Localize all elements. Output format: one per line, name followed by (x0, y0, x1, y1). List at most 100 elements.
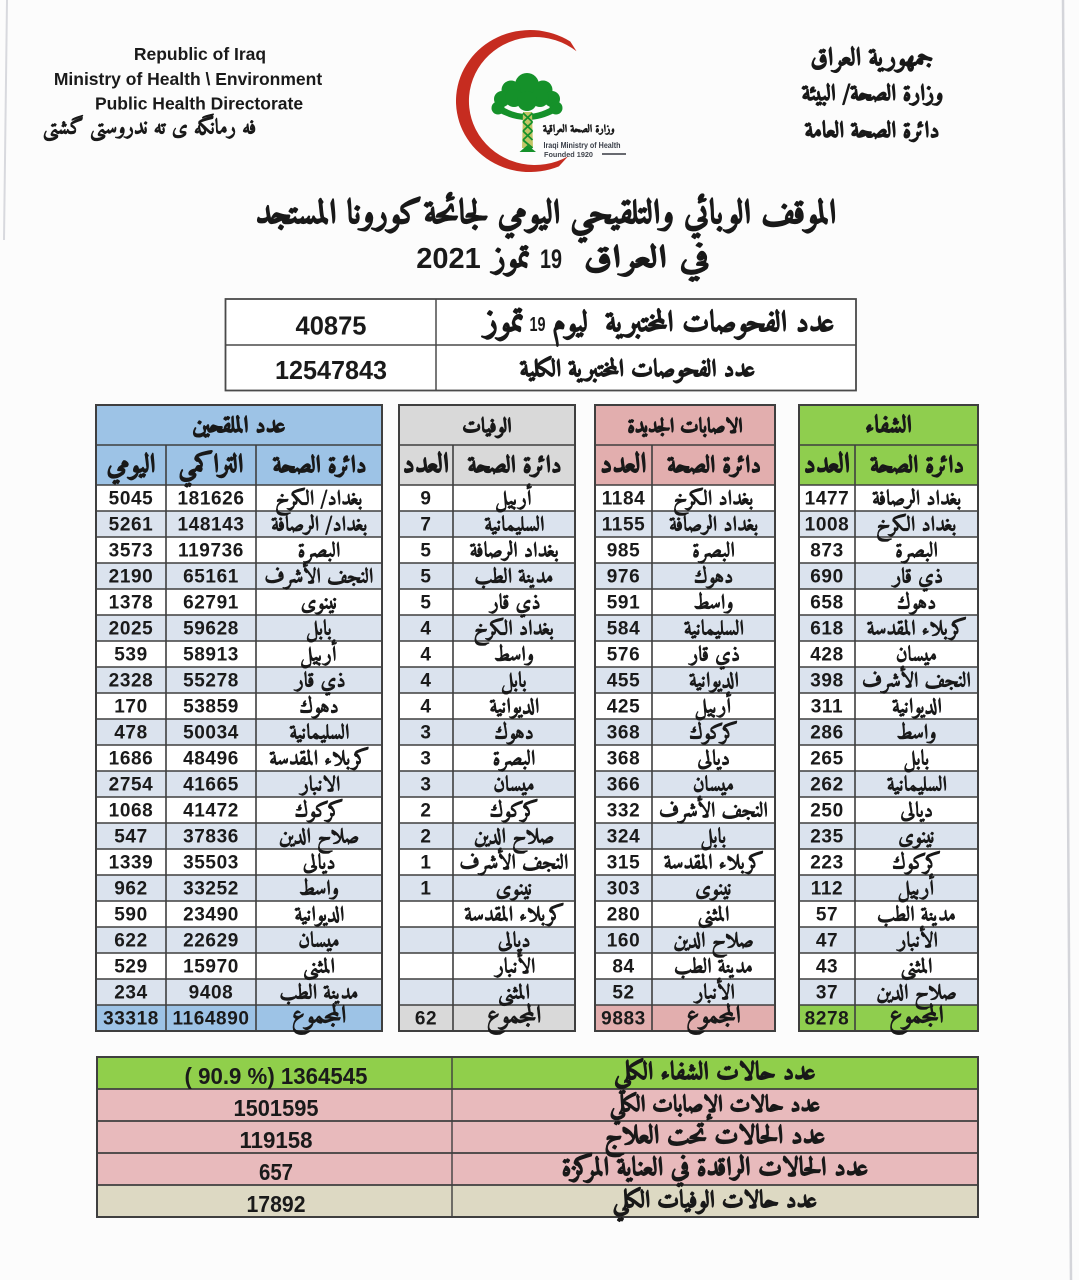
svg-text:9408: 9408 (189, 983, 234, 1004)
svg-text:47: 47 (816, 931, 838, 952)
svg-text:22629: 22629 (183, 931, 239, 952)
svg-text:50034: 50034 (183, 723, 239, 744)
svg-text:17892: 17892 (247, 1191, 306, 1217)
svg-text:19: 19 (530, 314, 546, 336)
svg-text:4: 4 (420, 697, 431, 718)
svg-text:Public Health Directorate: Public Health Directorate (95, 94, 303, 114)
svg-text:1477: 1477 (805, 489, 850, 510)
svg-text:622: 622 (114, 931, 148, 952)
svg-text:1378: 1378 (109, 593, 154, 614)
svg-text:303: 303 (607, 879, 641, 900)
svg-text:5: 5 (420, 593, 431, 614)
svg-text:7: 7 (420, 515, 431, 536)
svg-text:539: 539 (114, 645, 148, 666)
svg-text:181626: 181626 (177, 489, 244, 510)
svg-text:398: 398 (810, 671, 844, 692)
svg-text:9: 9 (420, 489, 431, 510)
svg-text:5: 5 (420, 567, 431, 588)
svg-text:985: 985 (607, 541, 641, 562)
svg-text:286: 286 (810, 723, 844, 744)
svg-text:37836: 37836 (183, 827, 239, 848)
svg-text:2: 2 (420, 827, 431, 848)
svg-text:Republic of Iraq: Republic of Iraq (134, 44, 266, 64)
svg-text:2: 2 (420, 801, 431, 822)
svg-text:1184: 1184 (602, 489, 646, 510)
svg-text:3: 3 (420, 723, 431, 744)
svg-text:112: 112 (811, 879, 843, 900)
svg-text:119736: 119736 (178, 541, 244, 562)
svg-text:84: 84 (612, 957, 634, 978)
svg-text:962: 962 (114, 879, 148, 900)
svg-text:41472: 41472 (183, 801, 239, 822)
svg-text:2328: 2328 (109, 671, 154, 692)
svg-text:1: 1 (420, 853, 431, 874)
svg-text:57: 57 (816, 905, 838, 926)
svg-text:250: 250 (810, 801, 844, 822)
svg-text:529: 529 (114, 957, 148, 978)
svg-text:576: 576 (607, 645, 641, 666)
svg-text:2025: 2025 (109, 619, 154, 640)
svg-text:3: 3 (420, 775, 431, 796)
svg-text:584: 584 (607, 619, 641, 640)
svg-text:41665: 41665 (183, 775, 239, 796)
svg-text:52: 52 (612, 983, 634, 1004)
svg-text:2021: 2021 (416, 243, 481, 275)
svg-text:547: 547 (114, 827, 148, 848)
svg-text:657: 657 (259, 1159, 293, 1185)
svg-text:35503: 35503 (183, 853, 239, 874)
svg-text:3: 3 (420, 749, 431, 770)
svg-text:19: 19 (540, 244, 562, 274)
svg-text:40875: 40875 (296, 311, 367, 341)
svg-text:976: 976 (607, 567, 641, 588)
svg-text:590: 590 (114, 905, 148, 926)
svg-text:234: 234 (114, 983, 148, 1004)
svg-text:1164890: 1164890 (172, 1009, 249, 1030)
svg-text:33318: 33318 (103, 1009, 159, 1030)
svg-text:1: 1 (420, 879, 431, 900)
svg-text:366: 366 (607, 775, 641, 796)
svg-text:62: 62 (415, 1009, 437, 1030)
svg-text:55278: 55278 (183, 671, 239, 692)
svg-text:618: 618 (810, 619, 844, 640)
svg-text:43: 43 (816, 957, 838, 978)
svg-text:332: 332 (607, 801, 641, 822)
svg-text:873: 873 (810, 541, 844, 562)
svg-text:311: 311 (811, 697, 843, 718)
svg-text:( 90.9 %) 1364545: ( 90.9 %) 1364545 (185, 1063, 368, 1089)
svg-text:262: 262 (810, 775, 844, 796)
svg-text:9883: 9883 (601, 1009, 646, 1030)
svg-text:5045: 5045 (109, 489, 154, 510)
svg-text:1008: 1008 (805, 515, 850, 536)
svg-text:23490: 23490 (183, 905, 239, 926)
svg-text:4: 4 (420, 671, 431, 692)
svg-text:280: 280 (607, 905, 641, 926)
svg-text:1686: 1686 (109, 749, 154, 770)
svg-text:1501595: 1501595 (234, 1095, 319, 1121)
svg-text:15970: 15970 (183, 957, 239, 978)
svg-text:425: 425 (607, 697, 641, 718)
svg-text:591: 591 (607, 593, 641, 614)
svg-text:12547843: 12547843 (275, 355, 387, 385)
svg-text:33252: 33252 (183, 879, 239, 900)
svg-text:2754: 2754 (109, 775, 154, 796)
svg-text:265: 265 (810, 749, 844, 770)
svg-text:368: 368 (607, 723, 641, 744)
svg-text:455: 455 (607, 671, 641, 692)
svg-text:8278: 8278 (805, 1009, 850, 1030)
svg-text:478: 478 (114, 723, 148, 744)
svg-text:2190: 2190 (109, 567, 154, 588)
svg-text:48496: 48496 (183, 749, 239, 770)
svg-text:5261: 5261 (109, 515, 154, 536)
svg-text:235: 235 (810, 827, 844, 848)
svg-text:148143: 148143 (177, 515, 244, 536)
svg-text:223: 223 (810, 853, 844, 874)
svg-text:3573: 3573 (109, 541, 154, 562)
svg-text:5: 5 (420, 541, 431, 562)
svg-text:4: 4 (420, 619, 431, 640)
svg-text:658: 658 (810, 593, 844, 614)
svg-text:Founded 1920: Founded 1920 (544, 150, 593, 159)
svg-text:1339: 1339 (109, 853, 154, 874)
svg-text:58913: 58913 (183, 645, 239, 666)
svg-text:1068: 1068 (109, 801, 154, 822)
svg-text:690: 690 (810, 567, 844, 588)
